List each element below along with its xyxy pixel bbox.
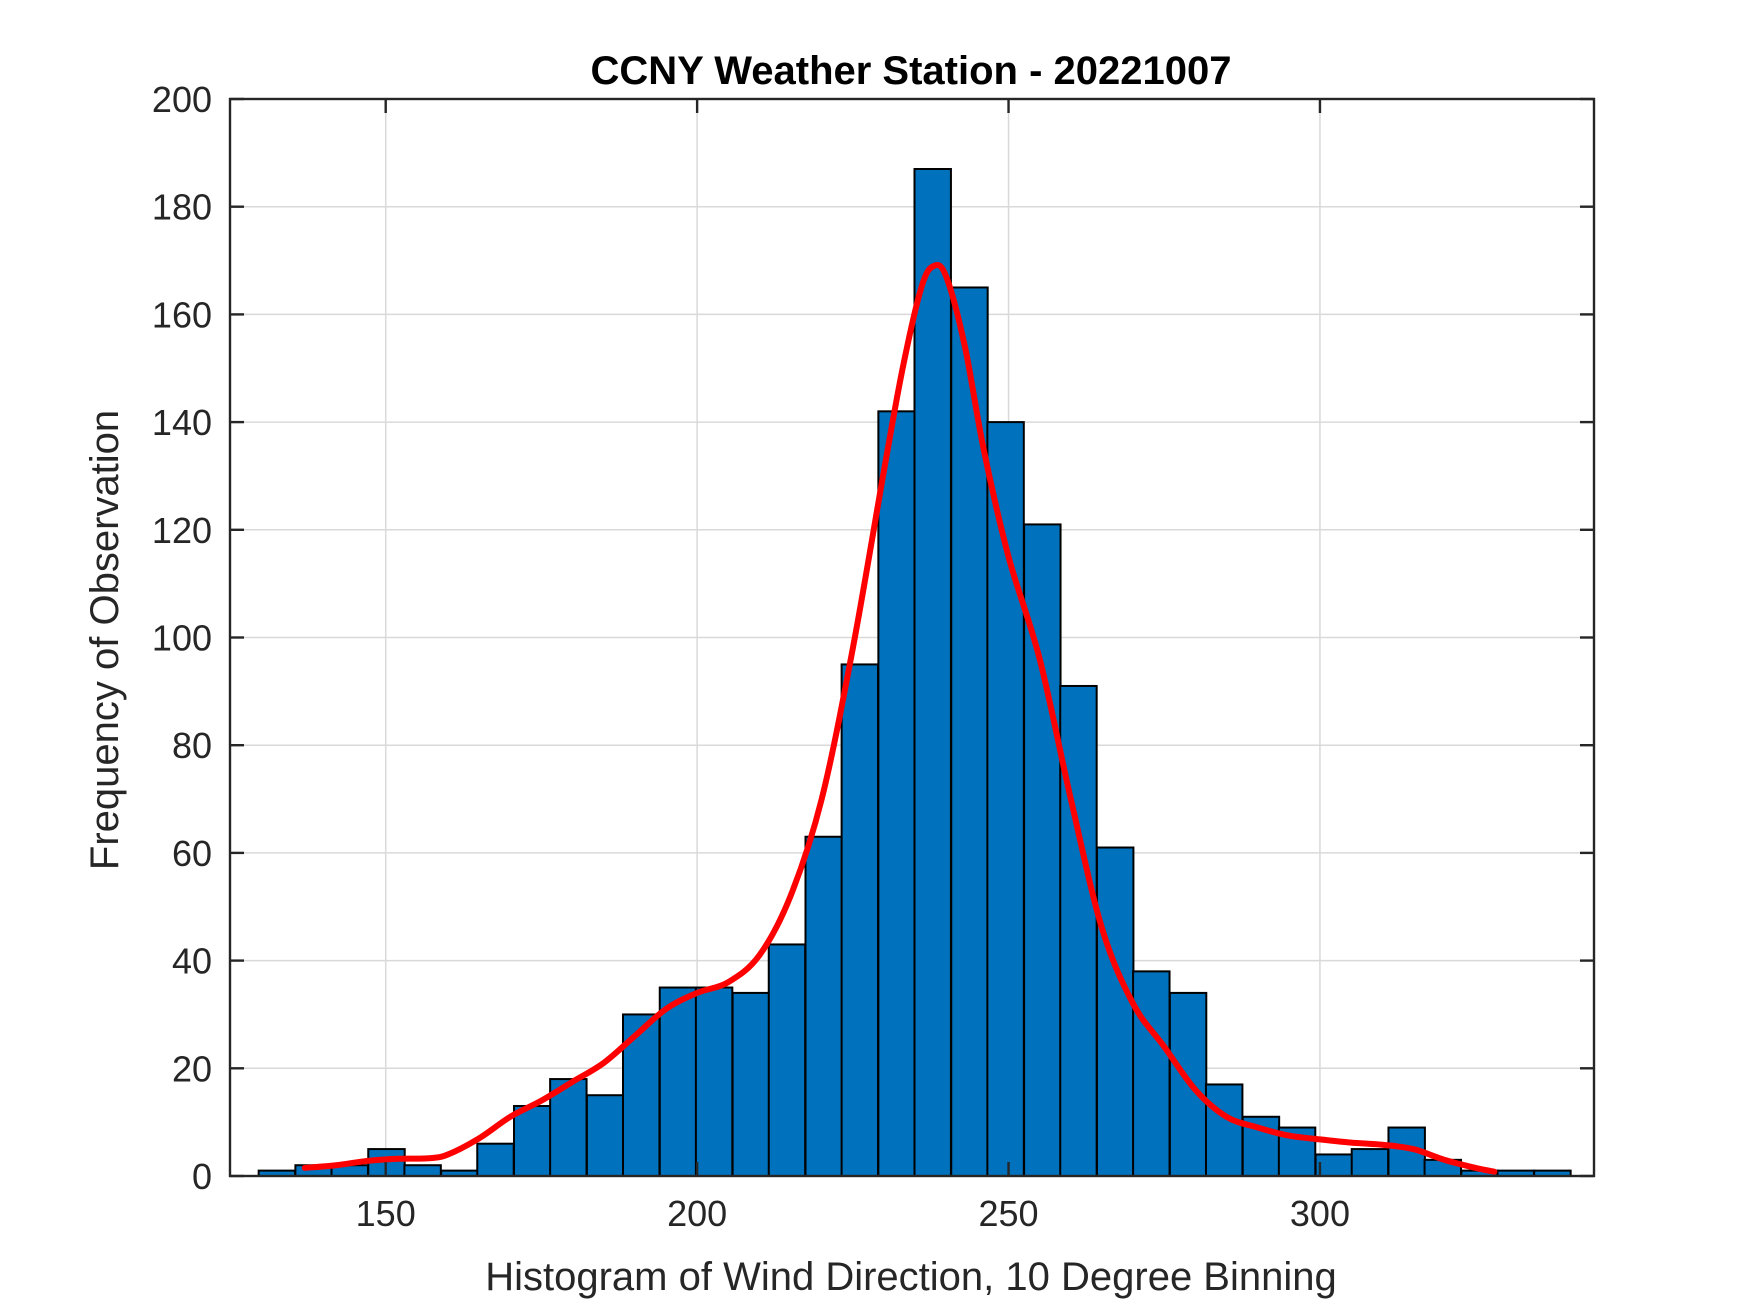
y-tick-label: 60	[172, 833, 212, 874]
histogram-bar	[694, 986, 734, 1178]
fit-curve-line	[301, 261, 1498, 1175]
y-tick-label: 100	[152, 618, 212, 659]
tick-labels: 150 200 250 300 0 20 40 60 80 100 120 140 160 180 200	[152, 79, 1350, 1234]
histogram-bar	[804, 835, 843, 1177]
y-tick-label: 40	[172, 941, 212, 982]
y-tick-label: 180	[152, 187, 212, 228]
histogram-bar	[1132, 970, 1171, 1177]
x-tick-label: 150	[356, 1193, 416, 1234]
y-tick-label: 80	[172, 725, 212, 766]
histogram-bar	[585, 1094, 625, 1177]
x-tick-label: 250	[978, 1193, 1038, 1234]
histogram-bar	[1350, 1148, 1390, 1177]
chart-title: CCNY Weather Station - 20221007	[591, 49, 1232, 93]
y-tick-label: 0	[192, 1156, 212, 1197]
axes	[228, 97, 1596, 1178]
y-tick-label: 160	[152, 294, 212, 335]
histogram-bar	[950, 286, 989, 1178]
fit-curve-layer	[301, 261, 1498, 1175]
y-tick-label: 120	[152, 510, 212, 551]
x-tick-label: 200	[667, 1193, 727, 1234]
histogram-bar	[513, 1104, 552, 1177]
x-axis-label: Histogram of Wind Direction, 10 Degree B…	[485, 1255, 1337, 1299]
histogram-bar	[877, 410, 916, 1177]
histogram-bar	[1095, 846, 1135, 1177]
y-tick-label: 140	[152, 402, 212, 443]
histogram-bar	[1204, 1083, 1244, 1177]
histogram-bar	[403, 1164, 442, 1177]
y-axis-label: Frequency of Observation	[83, 410, 127, 870]
histogram-bar	[840, 663, 880, 1177]
histogram-bar	[476, 1142, 515, 1177]
histogram-bars	[257, 168, 1572, 1178]
histogram-bar	[731, 991, 771, 1177]
histogram-bar	[658, 986, 698, 1178]
x-tick-label: 300	[1290, 1193, 1350, 1234]
histogram-bar	[767, 943, 807, 1177]
histogram-bar	[913, 168, 952, 1177]
y-tick-label: 20	[172, 1048, 212, 1089]
y-tick-label: 200	[152, 79, 212, 120]
histogram-bar	[1059, 684, 1098, 1178]
